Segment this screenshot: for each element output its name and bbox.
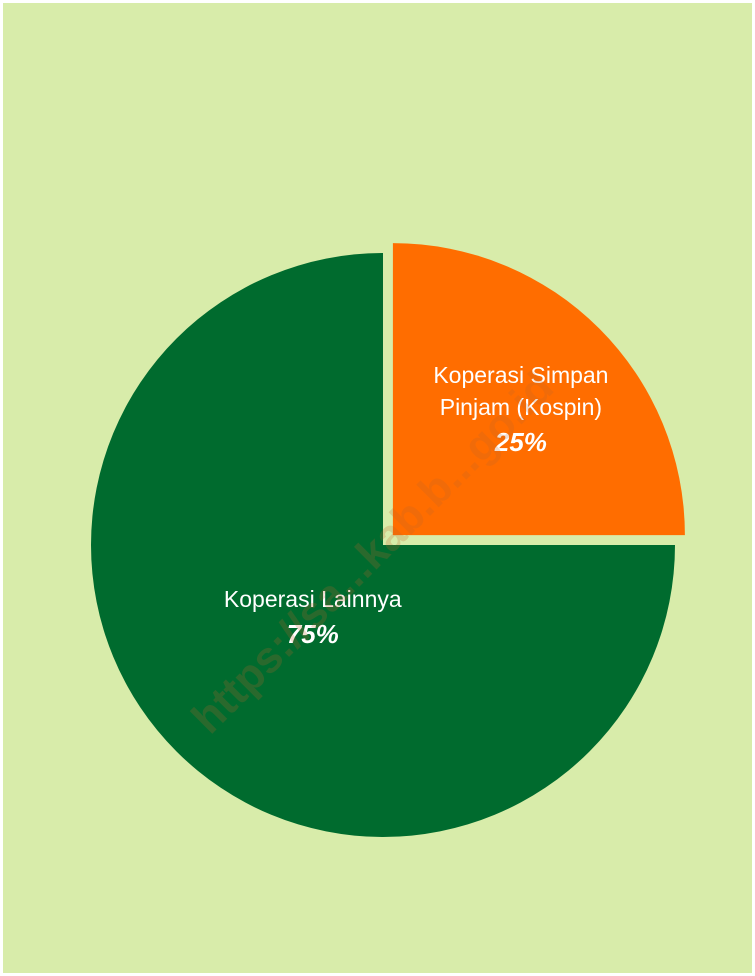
pie-chart: Koperasi Simpan Pinjam (Kospin) 25% Koperas… bbox=[91, 243, 685, 837]
pie-slice-2 bbox=[91, 253, 675, 837]
slice-labels: Koperasi Simpan Pinjam (Kospin) 25% Koperas… bbox=[224, 362, 609, 649]
pie-slice-1 bbox=[392, 243, 685, 536]
slice-percent-label: 75% bbox=[287, 619, 339, 649]
chart-background: Koperasi Simpan Pinjam (Kospin) 25% Koperas… bbox=[3, 3, 752, 973]
slice-percent-label: 25% bbox=[494, 427, 547, 457]
pie-slices bbox=[91, 243, 685, 837]
slice-category-label: Koperasi Lainnya bbox=[224, 586, 402, 612]
slice-category-label: Koperasi Simpan bbox=[433, 362, 608, 388]
slice-category-label: Pinjam (Kospin) bbox=[440, 394, 602, 420]
